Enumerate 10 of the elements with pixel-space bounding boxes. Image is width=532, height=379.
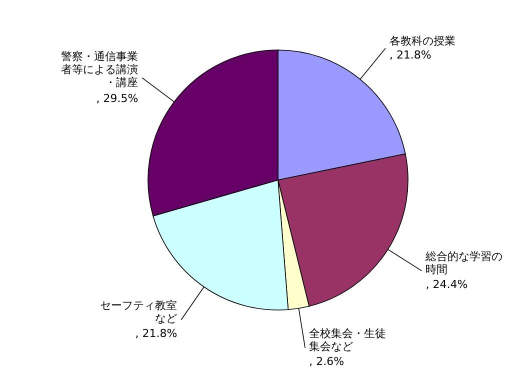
slice-label: 各教科の授業 bbox=[389, 34, 456, 48]
data-label: , 24.4% bbox=[426, 278, 468, 291]
data-label: , 2.6% bbox=[309, 354, 344, 368]
slice-label: セーフティ教室など bbox=[100, 298, 178, 325]
slice-label: 全校集会・生徒集会など bbox=[309, 326, 386, 353]
data-label: , 29.5% bbox=[96, 92, 138, 105]
data-label: , 21.8% bbox=[135, 326, 178, 340]
slice-label: 総合的な学習の時間 bbox=[424, 250, 503, 276]
slice-label: 警察・通信事業者等による講演・講座 bbox=[61, 50, 138, 89]
data-label: , 21.8% bbox=[389, 48, 432, 62]
